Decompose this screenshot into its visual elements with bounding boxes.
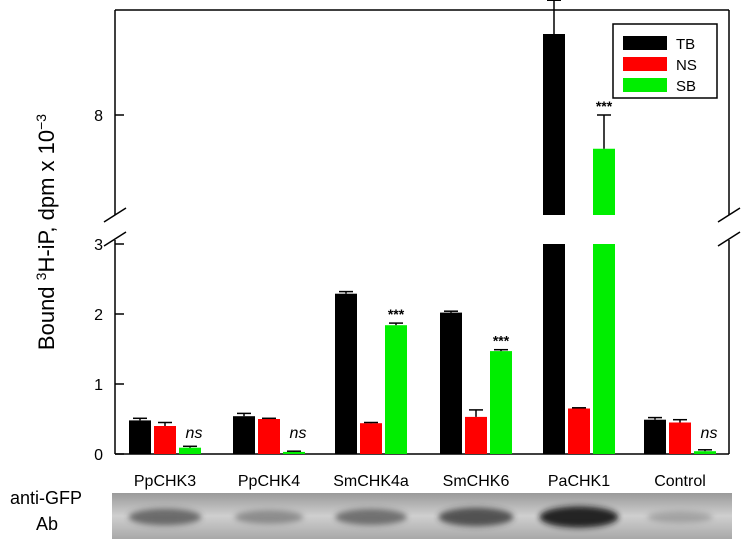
bar-ns-ppchk4 <box>258 419 280 454</box>
x-category-labels: PpCHK3 PpCHK4 SmCHK4a SmCHK6 PaCHK1 Cont… <box>134 473 706 490</box>
bar-tb-smchk6 <box>440 312 462 454</box>
bar-sb-ppchk3 <box>179 447 201 454</box>
blot-band-pachk1 <box>539 506 619 528</box>
y-ticks-upper: 8 <box>94 108 124 125</box>
x-label-ppchk3: PpCHK3 <box>134 473 196 490</box>
plot-frame <box>103 9 741 455</box>
y-tick-label-3: 3 <box>94 237 103 254</box>
ylabel-mid: H-iP, dpm x 10 <box>34 130 59 273</box>
bar-tb-ppchk4 <box>233 416 255 454</box>
x-label-ppchk4: PpCHK4 <box>238 473 300 490</box>
blot-band-smchk6 <box>438 507 514 527</box>
blot-band-ppchk4 <box>234 510 304 524</box>
axis-break-left <box>103 207 127 223</box>
bar-sb-ppchk4 <box>283 451 305 454</box>
axis-break-right-2 <box>717 231 741 247</box>
y-tick-label-2: 2 <box>94 307 103 324</box>
y-axis-label: Bound 3H-iP, dpm x 10−3 <box>33 114 59 350</box>
blot-band-control <box>647 511 713 523</box>
blot-band-ppchk3 <box>128 508 202 526</box>
blot-label-line2: Ab <box>36 514 58 534</box>
bar-tb-ppchk3 <box>129 420 151 454</box>
x-label-smchk4a: SmCHK4a <box>333 473 409 490</box>
ylabel-sup2: −3 <box>33 114 49 130</box>
legend-label-ns: NS <box>676 57 697 74</box>
bar-tb-control <box>644 419 666 454</box>
bars-layer: ns ns *** *** *** ns <box>129 0 717 454</box>
significance-pachk1: *** <box>596 98 613 114</box>
y-ticks-lower: 0 1 2 3 <box>94 237 124 464</box>
y-tick-label-1: 1 <box>94 377 103 394</box>
legend-swatch-ns <box>623 57 667 71</box>
axis-break-left-2 <box>103 231 127 247</box>
bar-ns-pachk1 <box>568 408 590 454</box>
bar-sb-pachk1-lower <box>593 244 615 454</box>
ylabel-sup1: 3 <box>33 272 49 280</box>
bar-sb-smchk6 <box>490 351 512 454</box>
x-label-control: Control <box>654 473 706 490</box>
significance-control: ns <box>701 425 718 442</box>
significance-smchk4a: *** <box>388 306 405 322</box>
bar-sb-pachk1-upper <box>593 148 615 215</box>
legend-label-sb: SB <box>676 78 696 95</box>
bar-tb-pachk1-upper <box>543 34 565 215</box>
bar-tb-smchk4a <box>335 293 357 454</box>
significance-ppchk3: ns <box>186 425 203 442</box>
bar-tb-pachk1-lower <box>543 244 565 454</box>
ylabel-prefix: Bound <box>34 280 59 350</box>
bar-ns-control <box>669 422 691 454</box>
legend-label-tb: TB <box>676 36 695 53</box>
legend-swatch-sb <box>623 78 667 92</box>
western-blot-panel: anti-GFP Ab <box>10 488 732 539</box>
y-tick-label-0: 0 <box>94 447 103 464</box>
x-label-smchk6: SmCHK6 <box>443 473 510 490</box>
bar-ns-ppchk3 <box>154 426 176 454</box>
legend: TB NS SB <box>612 23 718 99</box>
blot-label-line1: anti-GFP <box>10 488 82 508</box>
bar-sb-control <box>694 451 716 454</box>
blot-membrane <box>112 493 732 539</box>
significance-smchk6: *** <box>493 333 510 349</box>
y-tick-label-8: 8 <box>94 108 103 125</box>
bar-sb-smchk4a <box>385 325 407 454</box>
legend-swatch-tb <box>623 36 667 50</box>
x-label-pachk1: PaCHK1 <box>548 473 610 490</box>
bar-ns-smchk4a <box>360 423 382 454</box>
significance-ppchk4: ns <box>290 425 307 442</box>
blot-bands <box>128 506 713 528</box>
axis-break-right <box>717 207 741 223</box>
bar-ns-smchk6 <box>465 416 487 454</box>
blot-band-smchk4a <box>335 509 407 525</box>
